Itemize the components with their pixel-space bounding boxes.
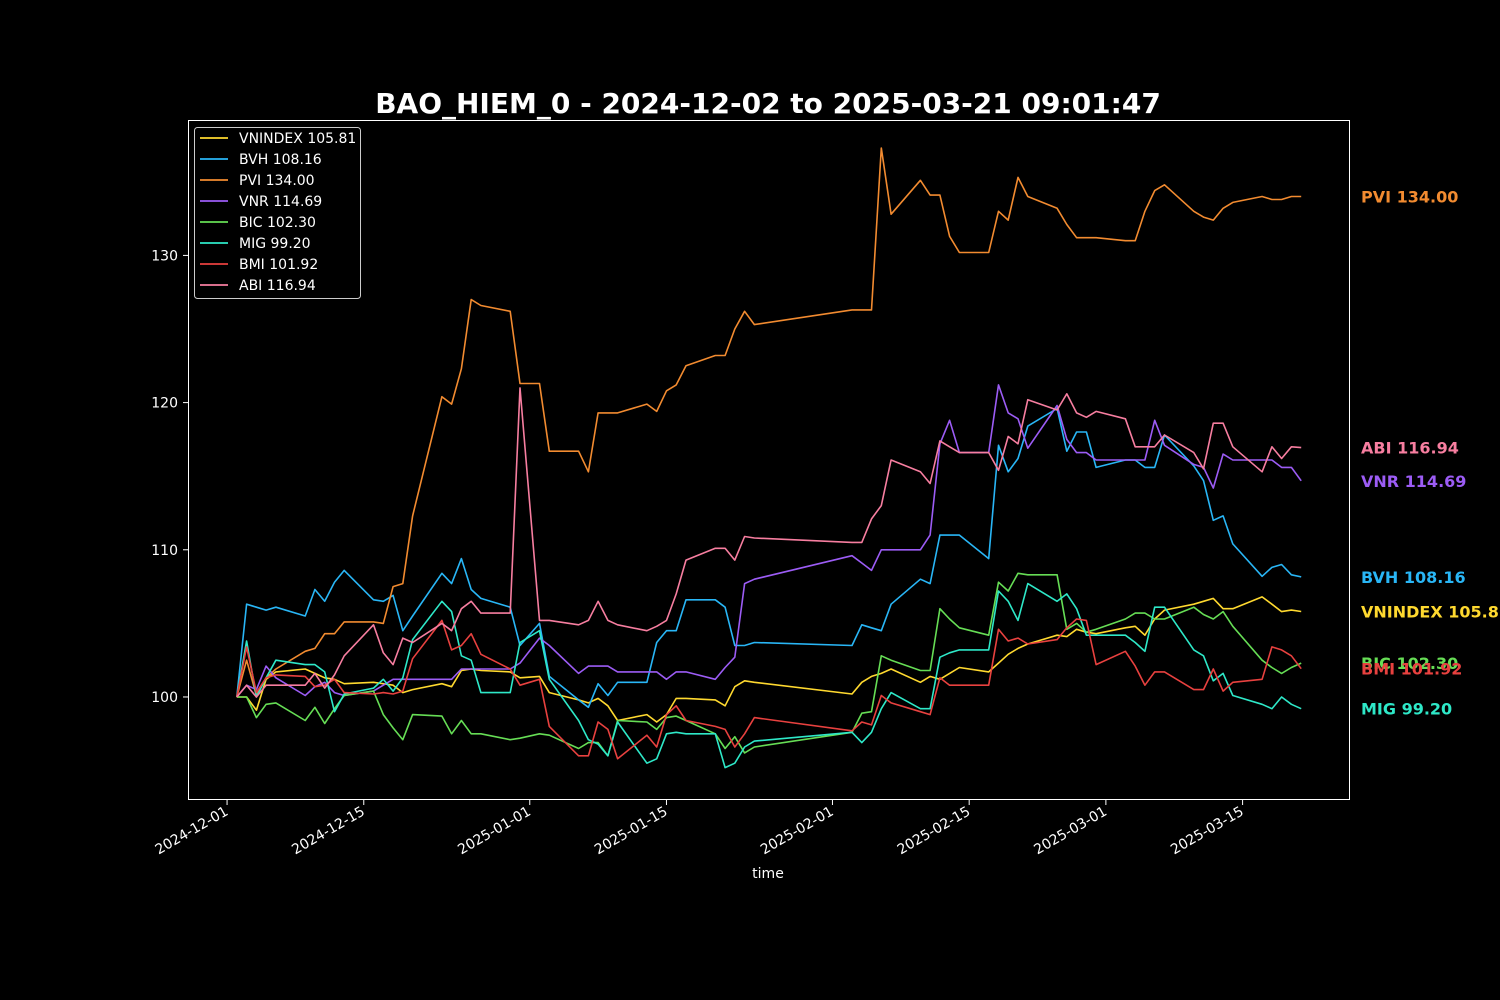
- series-end-label: PVI 134.00: [1361, 188, 1458, 207]
- series-end-label: VNINDEX 105.81: [1361, 602, 1500, 621]
- series-end-label: ABI 116.94: [1361, 439, 1459, 458]
- x-tick-label: 2025-03-15: [1168, 804, 1246, 859]
- series-line: [236, 572, 1302, 757]
- y-tick-label: 100: [151, 690, 178, 706]
- legend-entry: MIG 99.20: [239, 236, 311, 252]
- x-tick-label: 2024-12-01: [153, 804, 231, 859]
- series-line: [236, 596, 1302, 723]
- series-line: [236, 147, 1302, 698]
- series-lines: [236, 147, 1302, 769]
- x-axis-label: time: [752, 866, 784, 882]
- legend-entry: BMI 101.92: [239, 257, 318, 273]
- legend-entry: PVI 134.00: [239, 173, 315, 189]
- legend-entry: BIC 102.30: [239, 215, 316, 231]
- x-tick-label: 2025-02-15: [895, 804, 973, 859]
- series-line: [236, 582, 1302, 769]
- x-tick-label: 2024-12-15: [289, 804, 367, 859]
- series-end-labels: VNINDEX 105.81 BVH 108.16 PVI 134.00 VNR 11…: [1361, 188, 1500, 719]
- y-axis: 100 110 120 130: [151, 248, 188, 706]
- legend-entry: VNINDEX 105.81: [239, 131, 356, 147]
- plot-area-frame: [188, 120, 1350, 800]
- legend-box: [194, 127, 361, 299]
- legend-entry: VNR 114.69: [239, 194, 322, 210]
- legend: VNINDEX 105.81 BVH 108.16 PVI 134.00 VNR 11…: [194, 127, 361, 299]
- series-line: [236, 384, 1302, 698]
- series-end-label: BMI 101.92: [1361, 660, 1462, 679]
- series-line: [236, 618, 1302, 760]
- x-tick-label: 2025-03-01: [1031, 804, 1109, 859]
- x-axis: 2024-12-01 2024-12-15 2025-01-01 2025-01-15…: [153, 800, 1247, 858]
- chart-title: BAO_HIEM_0 - 2024-12-02 to 2025-03-21 09…: [375, 87, 1161, 120]
- y-tick-label: 120: [151, 396, 178, 412]
- series-end-label: VNR 114.69: [1361, 472, 1466, 491]
- y-tick-label: 130: [151, 248, 178, 264]
- legend-entry: BVH 108.16: [239, 152, 322, 168]
- series-line: [236, 387, 1302, 698]
- x-tick-label: 2025-02-01: [758, 804, 836, 859]
- x-tick-label: 2025-01-01: [455, 804, 533, 859]
- legend-entry: ABI 116.94: [239, 278, 316, 294]
- series-end-label: BIC 102.30: [1361, 654, 1458, 673]
- series-end-label: MIG 99.20: [1361, 700, 1452, 719]
- series-line: [236, 407, 1302, 709]
- y-tick-label: 110: [151, 543, 178, 559]
- x-tick-label: 2025-01-15: [592, 804, 670, 859]
- series-end-label: BVH 108.16: [1361, 568, 1466, 587]
